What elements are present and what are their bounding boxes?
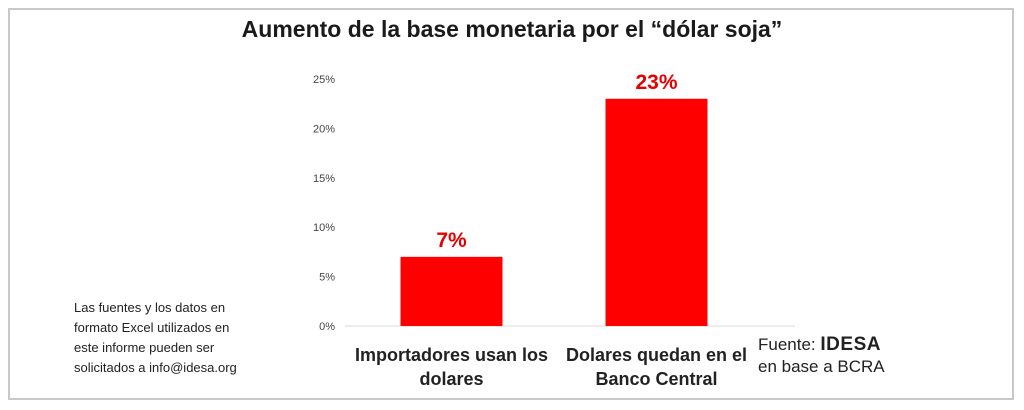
chart-title-text: Aumento de la base monetaria por el “dól… xyxy=(241,16,783,42)
bar xyxy=(400,256,503,326)
category-label: Banco Central xyxy=(595,369,717,389)
chart-title: Aumento de la base monetaria por el “dól… xyxy=(0,16,1024,43)
y-tick-label: 15% xyxy=(313,173,335,185)
source-brand: IDESA xyxy=(820,334,881,355)
source-credit: Fuente: IDESA en base a BCRA xyxy=(758,334,885,378)
y-tick-label: 20% xyxy=(313,123,335,135)
y-tick-label: 0% xyxy=(319,321,335,333)
data-availability-note: Las fuentes y los datos en formato Excel… xyxy=(74,300,237,375)
y-tick-label: 10% xyxy=(313,222,335,234)
source-suffix: en base a BCRA xyxy=(758,357,885,376)
source-prefix: Fuente: xyxy=(758,335,816,354)
category-label: dolares xyxy=(419,369,483,389)
bar xyxy=(605,98,708,326)
data-label: 23% xyxy=(635,71,677,94)
y-tick-label: 5% xyxy=(319,272,335,284)
chart-frame xyxy=(8,8,1014,400)
category-label: Dolares quedan en el xyxy=(566,345,747,365)
data-label: 7% xyxy=(436,229,467,252)
y-tick-label: 25% xyxy=(313,74,335,86)
category-label: Importadores usan los xyxy=(355,345,548,365)
